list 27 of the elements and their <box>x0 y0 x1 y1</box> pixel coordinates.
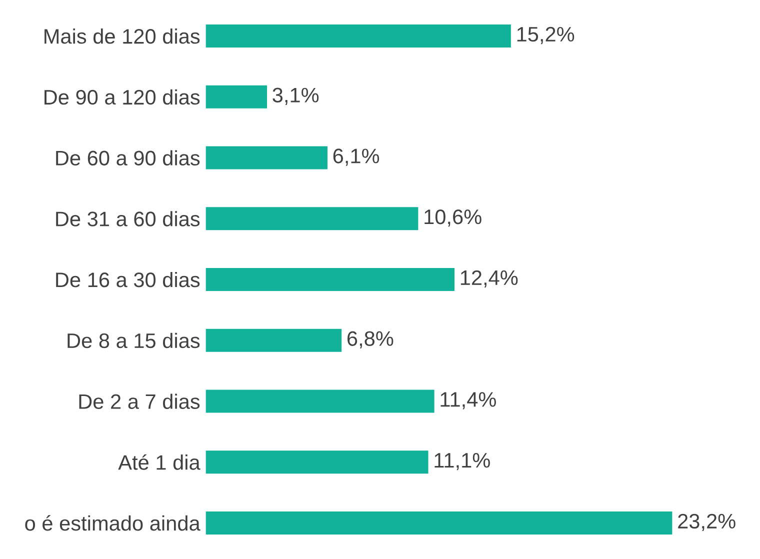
y-tick-label: o é estimado ainda <box>25 515 200 531</box>
data-label: 15,2% <box>517 26 574 44</box>
bar <box>205 144 329 171</box>
data-label: 11,1% <box>434 453 490 470</box>
data-label: 12,4% <box>460 270 518 288</box>
y-tick-label: Até 1 dia <box>118 454 200 470</box>
bar <box>205 449 430 475</box>
y-tick-label: De 31 a 60 dias <box>56 211 200 226</box>
bar <box>205 328 343 354</box>
data-label: 6,8% <box>348 331 394 348</box>
data-label: 23,2% <box>678 514 736 532</box>
bar <box>205 266 456 292</box>
bar <box>205 206 420 232</box>
y-tick-label: De 60 a 90 dias <box>56 150 200 166</box>
data-label: 10,6% <box>424 209 482 227</box>
y-tick-label: De 8 a 15 dias <box>68 332 200 348</box>
y-tick-label: De 90 a 120 dias <box>44 89 200 105</box>
data-label: 11,4% <box>440 392 496 410</box>
bar <box>205 510 674 536</box>
y-tick-label: De 2 a 7 dias <box>79 394 200 409</box>
bar <box>205 23 512 49</box>
data-label: 6,1% <box>333 148 380 166</box>
bar <box>205 388 436 414</box>
data-label: 3,1% <box>272 88 319 105</box>
bar <box>205 84 268 110</box>
y-tick-label: Mais de 120 dias <box>44 28 200 44</box>
y-tick-label: De 16 a 30 dias <box>56 272 200 288</box>
